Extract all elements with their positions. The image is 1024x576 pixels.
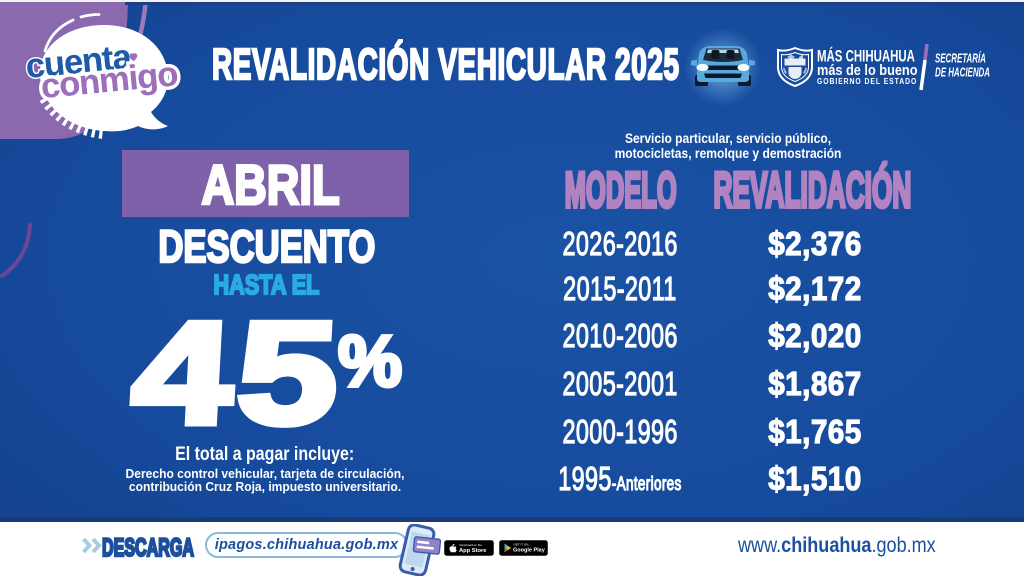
svg-text:DE HACIENDA: DE HACIENDA <box>935 66 990 80</box>
svg-text:GOBIERNO DEL ESTADO: GOBIERNO DEL ESTADO <box>817 76 917 86</box>
svg-text:Download on the: Download on the <box>460 543 483 547</box>
svg-text:Google Play: Google Play <box>513 548 546 554</box>
svg-text:App Store: App Store <box>459 548 486 554</box>
svg-text:MÁS CHIHUAHUA: MÁS CHIHUAHUA <box>817 46 915 66</box>
svg-text:GET IT ON: GET IT ON <box>514 543 529 547</box>
svg-text:más de lo bueno: más de lo bueno <box>817 61 918 78</box>
svg-text:SECRETARÍA: SECRETARÍA <box>935 50 986 66</box>
